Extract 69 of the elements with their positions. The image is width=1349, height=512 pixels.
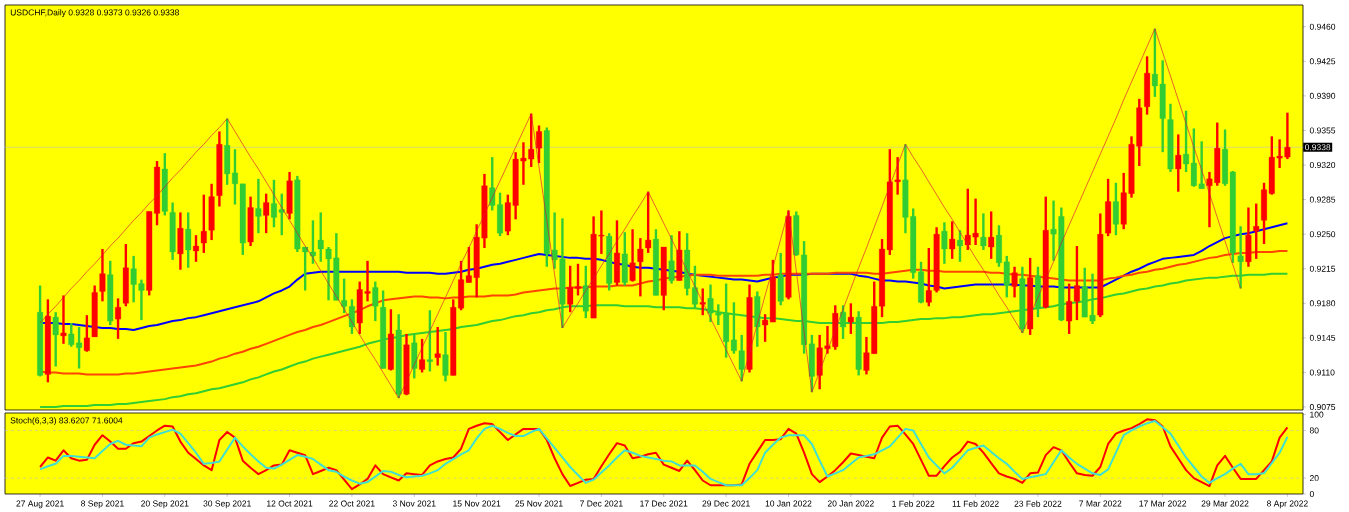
chart-title: Stoch(6,3,3) 83.6207 71.6004 [10, 417, 123, 426]
x-tick-label: 25 Nov 2021 [515, 500, 563, 507]
candlestick [263, 192, 270, 235]
candlestick [434, 326, 441, 367]
x-tick-label: 12 Oct 2021 [267, 500, 313, 507]
y-tick-label: 0.9390 [1309, 93, 1336, 100]
candlestick [1253, 202, 1260, 261]
x-tick-label: 30 Sep 2021 [203, 500, 251, 509]
candlestick [949, 220, 956, 261]
candlestick [52, 311, 59, 368]
candlestick [255, 177, 262, 235]
x-tick-label: 10 Jan 2022 [765, 500, 812, 507]
candlestick [1112, 181, 1119, 237]
candlestick [629, 228, 636, 284]
candlestick [847, 302, 854, 336]
x-tick-label: 22 Oct 2021 [329, 500, 375, 507]
x-tick-label: 17 Mar 2022 [1139, 500, 1187, 507]
x-tick-label: 20 Sep 2021 [141, 500, 189, 509]
x-tick-label: 8 Apr 2022 [1266, 500, 1308, 509]
x-tick-label: 1 Feb 2022 [892, 500, 935, 507]
candlestick [988, 210, 995, 261]
candlestick [840, 304, 847, 341]
candlestick [426, 309, 433, 373]
x-tick-label: 27 Aug 2021 [16, 500, 64, 509]
candlestick [957, 229, 963, 264]
candlestick [60, 294, 67, 346]
x-tick-label: 23 Feb 2022 [1014, 500, 1062, 507]
candlestick [699, 287, 706, 317]
y-tick-label: 0.9250 [1309, 231, 1336, 238]
y-tick-label: 0 [1309, 491, 1314, 498]
x-tick-label: 17 Dec 2021 [640, 500, 688, 507]
y-tick-label: 0.9215 [1309, 265, 1336, 272]
candlestick [941, 221, 948, 266]
x-tick-label: 29 Dec 2021 [702, 500, 750, 507]
y-tick-label: 0.9355 [1309, 127, 1336, 134]
candlestick [980, 212, 987, 252]
candlestick [193, 234, 199, 264]
y-tick-label: 0.9425 [1309, 58, 1336, 65]
y-tick-label: 0.9285 [1309, 196, 1336, 203]
x-tick-label: 8 Sep 2021 [81, 500, 124, 509]
y-tick-label: 0.9145 [1309, 335, 1336, 342]
chart-title: USDCHF,Daily 0.9328 0.9373 0.9326 0.9338 [10, 9, 179, 18]
x-tick-label: 20 Jan 2022 [827, 500, 874, 507]
x-tick-label: 3 Nov 2021 [392, 500, 436, 507]
candlestick [536, 124, 542, 165]
y-tick-label: 0.9180 [1309, 300, 1336, 307]
y-tick-label: 0.9075 [1309, 404, 1336, 411]
candlestick [372, 280, 379, 323]
candlestick [99, 248, 106, 303]
y-tick-label: 20 [1309, 475, 1319, 482]
ref-line-label: 0.9338 [1305, 144, 1331, 151]
x-tick-label: 7 Mar 2022 [1079, 500, 1122, 507]
candlestick [442, 330, 449, 383]
candlestick [668, 234, 675, 285]
x-tick-label: 11 Feb 2022 [952, 500, 999, 507]
candlestick [419, 337, 426, 374]
x-tick-label: 29 Mar 2022 [1201, 500, 1249, 507]
y-tick-label: 0.9460 [1309, 23, 1336, 30]
x-tick-label: 7 Dec 2021 [580, 500, 623, 507]
candlestick [185, 211, 192, 270]
y-tick-label: 0.9320 [1309, 162, 1336, 169]
y-tick-label: 100 [1310, 411, 1324, 418]
x-tick-label: 15 Nov 2021 [453, 500, 501, 507]
y-tick-label: 80 [1309, 427, 1319, 434]
candlestick [1011, 265, 1018, 299]
y-tick-label: 0.9110 [1309, 369, 1335, 376]
candlestick [115, 297, 122, 341]
candlestick [200, 193, 207, 255]
candlestick [1175, 133, 1182, 194]
